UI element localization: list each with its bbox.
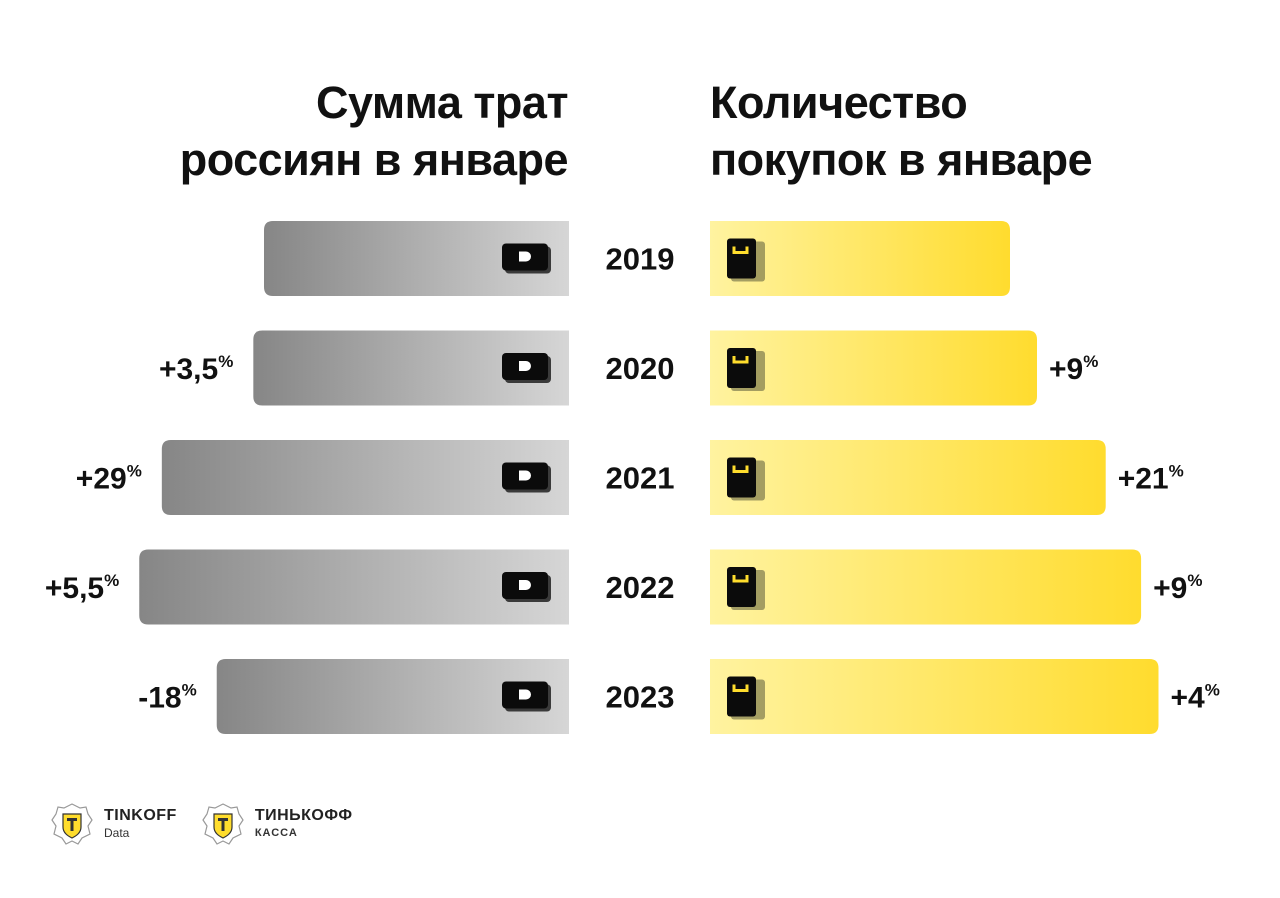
spending-bar-2019 <box>264 221 569 296</box>
spending-bar-2022 <box>139 549 569 625</box>
right-chart-title: Количество покупок в январе <box>710 74 1093 188</box>
spending-change-label-2021: +29% <box>76 462 142 496</box>
logo-name: ТИНЬКОФФ <box>254 807 353 824</box>
tinkoff-crest-icon <box>51 803 93 845</box>
logo-sub: Data <box>104 826 130 840</box>
terminal-icon <box>727 238 765 282</box>
left-title-line-1: Сумма трат <box>315 77 569 128</box>
purchases-bar-2021 <box>710 440 1106 515</box>
purchases-bar-2022 <box>710 549 1142 625</box>
purchases-bar-2019 <box>710 221 1010 296</box>
spending-bar-2020 <box>253 330 569 406</box>
logos: TINKOFF Data ТИНЬКОФФ КАССА <box>48 800 374 848</box>
purchases-bar-2023 <box>710 659 1159 734</box>
terminal-icon <box>727 676 765 720</box>
card-icon <box>502 462 551 493</box>
logo-sub: КАССА <box>254 827 298 839</box>
spending-bar-2021 <box>161 440 569 515</box>
card-icon <box>502 353 551 383</box>
terminal-icon <box>727 567 765 610</box>
year-label-2019: 2019 <box>606 242 675 277</box>
spending-change-label-2022: +5,5% <box>45 571 119 605</box>
spending-bar-2023 <box>216 659 569 734</box>
tinkoff-kassa-logo: ТИНЬКОФФ КАССА <box>199 800 353 848</box>
terminal-icon <box>727 457 765 501</box>
year-label-2020: 2020 <box>606 351 675 386</box>
logo-name: TINKOFF <box>104 807 177 824</box>
purchases-bar-2020 <box>710 330 1037 406</box>
left-chart-title: Сумма трат россиян в январе <box>179 74 569 188</box>
terminal-icon <box>727 348 765 391</box>
purchases-change-label-2022: +9% <box>1153 571 1202 605</box>
card-icon <box>502 572 551 602</box>
year-label-2021: 2021 <box>606 461 675 496</box>
spending-change-label-2020: +3,5% <box>159 352 233 386</box>
card-icon <box>502 243 551 274</box>
purchases-change-label-2023: +4% <box>1171 681 1220 715</box>
left-title-line-2: россиян в январе <box>179 134 569 185</box>
card-icon <box>502 681 551 712</box>
purchases-change-label-2021: +21% <box>1118 462 1184 496</box>
tinkoff-data-logo: TINKOFF Data <box>48 800 177 848</box>
purchases-change-label-2020: +9% <box>1049 352 1098 386</box>
year-label-2022: 2022 <box>606 570 675 605</box>
tinkoff-crest-icon <box>202 803 244 845</box>
right-title-line-1: Количество <box>710 77 968 128</box>
right-title-line-2: покупок в январе <box>710 134 1093 185</box>
year-label-2023: 2023 <box>606 680 675 715</box>
spending-change-label-2023: -18% <box>138 681 196 715</box>
